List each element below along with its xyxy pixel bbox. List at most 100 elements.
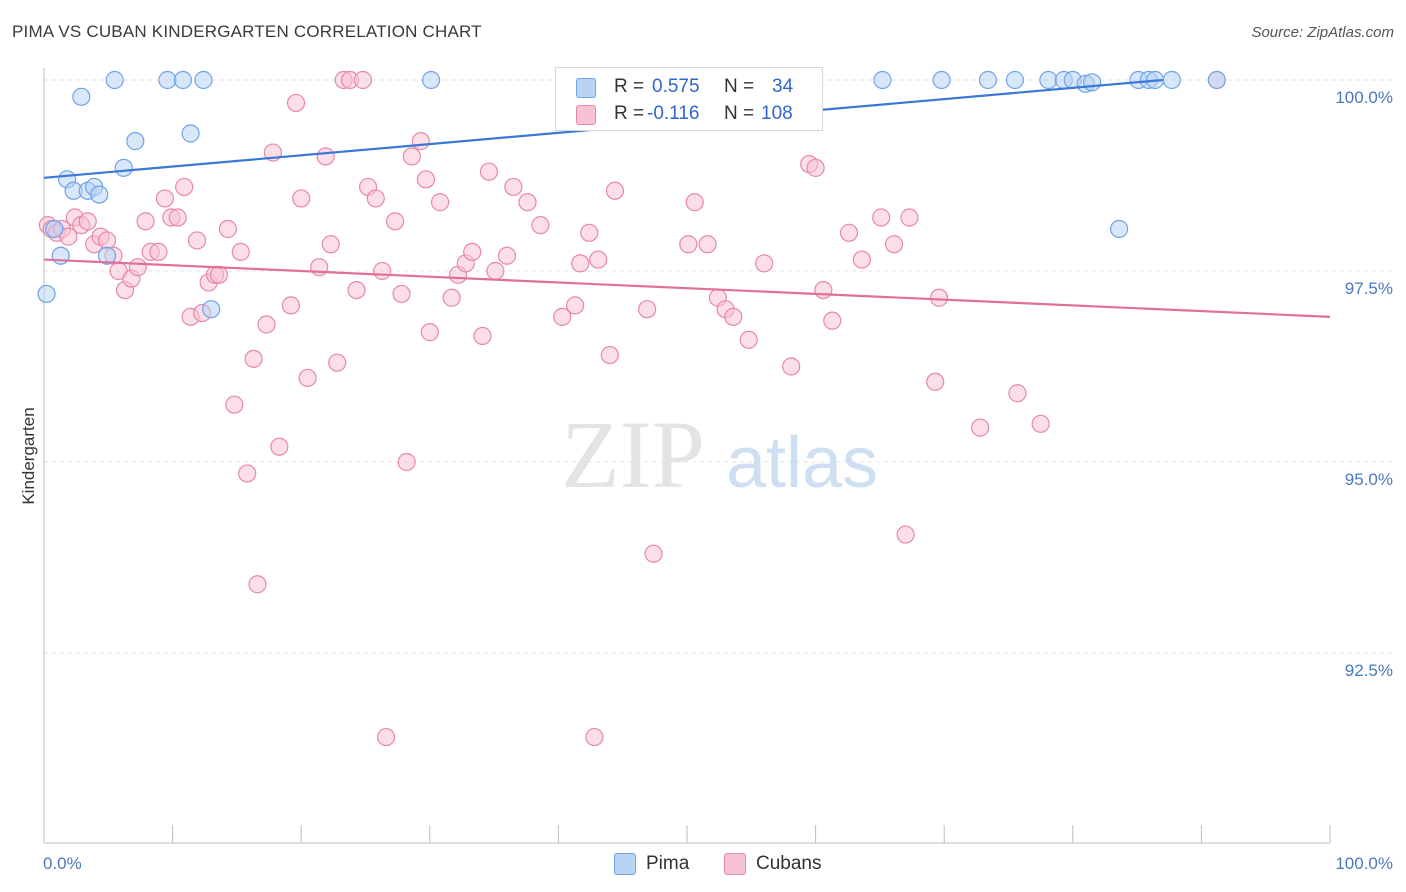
r-value: 0.575 <box>652 76 700 97</box>
watermark: ZIP atlas <box>561 401 878 508</box>
point-cubans <box>698 235 717 254</box>
point-cubans <box>430 193 450 212</box>
point-cubans <box>900 208 919 227</box>
point-cubans <box>209 265 228 284</box>
point-cubans <box>929 288 949 307</box>
point-cubans <box>782 357 801 376</box>
point-pima <box>1109 219 1129 239</box>
point-cubans <box>486 261 505 281</box>
point-pima <box>421 70 441 90</box>
point-cubans <box>518 193 537 212</box>
point-cubans <box>218 219 237 239</box>
trend-line-cubans <box>43 258 1331 318</box>
point-cubans <box>231 242 250 261</box>
point-cubans <box>238 464 257 483</box>
point-cubans <box>416 170 436 189</box>
point-pima <box>90 185 109 204</box>
point-cubans <box>872 208 891 227</box>
point-pima <box>181 124 200 143</box>
point-pima <box>932 70 951 90</box>
point-pima <box>1005 70 1025 90</box>
point-cubans <box>281 296 301 315</box>
point-cubans <box>553 307 572 326</box>
y-tick-label: 95.0% <box>1345 470 1393 489</box>
point-cubans <box>155 189 174 208</box>
point-cubans <box>366 189 385 208</box>
legend-swatch-cubans <box>724 853 746 875</box>
legend-label-pima: Pima <box>646 853 690 874</box>
watermark-atlas: atlas <box>726 423 878 503</box>
point-cubans <box>149 242 168 261</box>
legend-row-pima: R = 0.575 N = 34 <box>556 73 822 101</box>
point-cubans <box>347 281 366 300</box>
point-cubans <box>638 300 657 319</box>
point-cubans <box>479 162 499 181</box>
point-cubans <box>644 544 663 563</box>
y-tick-label: 100.0% <box>1335 88 1393 107</box>
r-label: R = <box>614 103 645 124</box>
point-cubans <box>411 132 430 151</box>
point-pima <box>51 246 70 265</box>
y-tick-label: 97.5% <box>1345 279 1393 298</box>
point-cubans <box>298 368 317 388</box>
point-cubans <box>600 345 619 365</box>
point-cubans <box>814 281 833 300</box>
r-value: -0.116 <box>647 103 700 124</box>
point-pima <box>1039 70 1058 90</box>
point-cubans <box>225 395 244 414</box>
point-cubans <box>852 250 871 269</box>
n-label: N = <box>724 103 755 124</box>
point-cubans <box>739 330 758 349</box>
point-cubans <box>605 181 625 200</box>
point-cubans <box>97 231 117 250</box>
stats-legend: R = 0.575 N = 34 R = -0.116 N = 108 <box>555 67 823 131</box>
point-pima <box>45 219 64 239</box>
point-cubans <box>420 323 439 342</box>
point-pima <box>1082 73 1102 92</box>
point-cubans <box>270 437 289 456</box>
point-cubans <box>168 208 187 227</box>
legend-swatch-cubans <box>576 105 596 125</box>
chart-title: PIMA VS CUBAN KINDERGARTEN CORRELATION C… <box>12 22 482 41</box>
n-value: 34 <box>772 76 794 97</box>
point-cubans <box>59 227 78 246</box>
point-cubans <box>385 212 405 231</box>
point-cubans <box>884 235 904 254</box>
point-cubans <box>244 349 263 368</box>
point-pima <box>126 132 145 151</box>
point-cubans <box>78 212 97 231</box>
r-label: R = <box>614 76 645 97</box>
point-cubans <box>248 575 267 594</box>
point-cubans <box>402 147 421 166</box>
point-cubans <box>473 326 492 346</box>
point-cubans <box>136 212 155 231</box>
point-pima <box>173 70 192 90</box>
gridlines <box>44 79 1392 654</box>
point-cubans <box>328 353 347 372</box>
n-value: 108 <box>761 103 793 124</box>
point-cubans <box>531 216 550 235</box>
point-cubans <box>580 223 599 242</box>
point-pima <box>1162 70 1181 90</box>
point-cubans <box>679 235 698 254</box>
point-cubans <box>321 235 340 254</box>
point-cubans <box>286 93 306 113</box>
point-cubans <box>376 727 396 747</box>
point-cubans <box>373 261 392 281</box>
point-cubans <box>175 177 194 197</box>
source-label: Source: ZipAtlas.com <box>1251 24 1394 41</box>
point-cubans <box>292 189 311 208</box>
point-pima <box>72 87 91 106</box>
tick-labels: 100.0% 97.5% 95.0% 92.5% 0.0% 100.0% <box>43 88 1393 873</box>
point-cubans <box>566 296 585 315</box>
point-cubans <box>128 258 147 277</box>
y-tick-label: 92.5% <box>1345 661 1393 680</box>
point-cubans <box>397 452 416 472</box>
legend-label-cubans: Cubans <box>756 853 822 874</box>
watermark-zip: ZIP <box>561 401 705 508</box>
point-pima <box>873 70 892 90</box>
y-axis-title: Kindergarten <box>19 407 38 504</box>
point-cubans <box>504 177 523 197</box>
point-cubans <box>497 246 517 265</box>
